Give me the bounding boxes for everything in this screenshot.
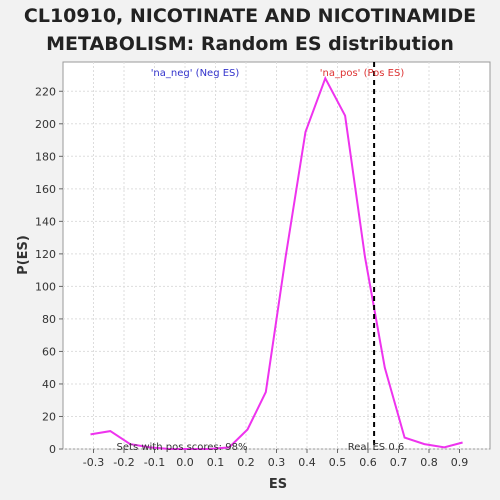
x-tick-label: -0.2 [113, 456, 134, 469]
y-tick-label: 200 [35, 118, 56, 131]
y-axis-label: P(ES) [16, 235, 31, 275]
x-tick-label: -0.3 [83, 456, 104, 469]
y-tick-label: 80 [42, 313, 56, 326]
y-tick-label: 220 [35, 85, 56, 98]
x-tick-label: 0.0 [176, 456, 194, 469]
es-distribution-line [90, 75, 463, 450]
x-axis-ticks: -0.3 -0.2 -0.1 0.0 0.1 0.2 0.3 0.4 0.5 0.6 0.7 0.8 0… [83, 449, 468, 469]
y-axis-ticks: 0 20 40 60 80 100 120 140 160 180 200 220 [35, 85, 63, 456]
x-tick-label: 0.5 [329, 456, 347, 469]
y-tick-label: 60 [42, 345, 56, 358]
y-tick-label: 40 [42, 378, 56, 391]
y-tick-label: 20 [42, 410, 56, 423]
neg-es-label: 'na_neg' (Neg ES) [151, 68, 240, 79]
real-es-label: Real ES 0.6 [348, 442, 404, 453]
x-tick-label: 0.7 [390, 456, 408, 469]
x-tick-label: 0.3 [268, 456, 286, 469]
x-tick-label: 0.2 [237, 456, 255, 469]
x-axis-label: ES [269, 477, 287, 492]
x-tick-label: 0.4 [298, 456, 316, 469]
y-tick-label: 0 [49, 443, 56, 456]
pos-es-label: 'na_pos' (Pos ES) [320, 68, 405, 79]
y-tick-label: 180 [35, 150, 56, 163]
y-tick-label: 100 [35, 280, 56, 293]
x-tick-label: 0.1 [207, 456, 225, 469]
x-tick-label: 0.6 [359, 456, 377, 469]
chart-title-line-2: METABOLISM: Random ES distribution [46, 33, 454, 55]
y-tick-label: 120 [35, 248, 56, 261]
y-tick-label: 140 [35, 215, 56, 228]
x-tick-label: 0.9 [451, 456, 469, 469]
x-tick-label: 0.8 [420, 456, 438, 469]
x-tick-label: -0.1 [144, 456, 165, 469]
y-tick-label: 160 [35, 183, 56, 196]
chart-title: CL10910, NICOTINATE AND NICOTINAMIDE MET… [0, 2, 500, 58]
chart-title-line-1: CL10910, NICOTINATE AND NICOTINAMIDE [23, 5, 477, 27]
sets-pos-scores-label: Sets with pos scores: 98% [117, 442, 248, 453]
